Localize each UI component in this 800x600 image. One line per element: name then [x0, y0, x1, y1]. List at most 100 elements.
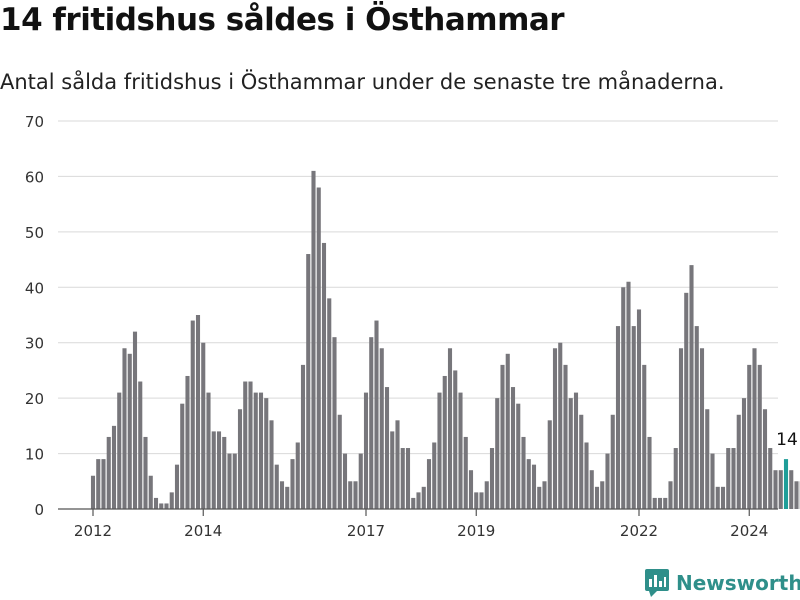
bar — [405, 448, 411, 509]
bar — [243, 381, 248, 509]
bar — [232, 453, 237, 509]
bar — [437, 392, 442, 509]
bar — [657, 497, 663, 509]
bar — [663, 497, 668, 509]
y-tick-label: 50 — [25, 224, 44, 242]
bar — [537, 486, 542, 509]
bar — [332, 337, 337, 509]
bar — [521, 436, 526, 509]
bar — [321, 242, 327, 509]
bar — [757, 364, 762, 509]
bar — [568, 398, 573, 509]
bar — [673, 448, 678, 509]
bar — [174, 464, 180, 509]
bar — [395, 420, 400, 509]
bar — [762, 409, 768, 509]
bar-highlight — [783, 459, 789, 509]
bar — [159, 503, 164, 509]
bar — [122, 348, 127, 509]
bar — [474, 492, 479, 509]
bar — [631, 326, 636, 509]
bar — [216, 431, 222, 509]
y-tick-label: 70 — [25, 113, 44, 131]
bar — [621, 287, 626, 509]
bar — [90, 475, 96, 509]
bar — [300, 364, 306, 509]
bar — [400, 448, 405, 509]
y-tick-label: 60 — [25, 168, 44, 186]
bar — [132, 331, 138, 509]
y-tick-label: 0 — [34, 501, 44, 519]
bar — [652, 497, 657, 509]
bar — [720, 486, 726, 509]
bar-chart: 0 10 20 30 40 50 60 70 2012 2014 2017 2019 2022 2024 1… — [25, 113, 800, 540]
bar — [374, 320, 379, 509]
bar — [106, 436, 111, 509]
bar — [610, 414, 615, 509]
bar — [531, 464, 537, 509]
bar — [348, 481, 353, 509]
bar — [363, 392, 369, 509]
x-tick-label: 2014 — [184, 522, 222, 540]
bar — [96, 459, 101, 509]
bar — [778, 470, 783, 509]
bar — [274, 464, 279, 509]
bar — [180, 403, 185, 509]
bar — [442, 375, 447, 509]
bar — [710, 453, 715, 509]
bar — [547, 420, 552, 509]
bar — [642, 364, 647, 509]
x-tick-label: 2024 — [730, 522, 768, 540]
bar — [295, 442, 300, 509]
bar — [558, 342, 563, 509]
bar — [563, 364, 568, 509]
bar — [589, 470, 594, 509]
y-tick-label: 10 — [25, 446, 44, 464]
data-label-highlight: 14 — [776, 430, 798, 450]
bar — [636, 309, 642, 509]
bar — [237, 409, 243, 509]
bar — [384, 387, 390, 509]
bar — [573, 392, 579, 509]
bar — [390, 431, 395, 509]
bar — [752, 348, 757, 509]
bar — [201, 342, 206, 509]
y-tick-label: 20 — [25, 390, 44, 408]
bar — [169, 492, 174, 509]
bar — [584, 442, 589, 509]
bar — [484, 481, 489, 509]
bar — [164, 503, 169, 509]
bar — [726, 448, 731, 509]
bar — [453, 370, 458, 509]
bar — [689, 265, 694, 509]
bar — [705, 409, 710, 509]
bar — [416, 492, 421, 509]
bar — [789, 470, 794, 509]
bar — [605, 453, 610, 509]
bar — [253, 392, 258, 509]
bar — [768, 448, 773, 509]
bar — [542, 481, 547, 509]
bar — [285, 486, 290, 509]
bar — [206, 392, 211, 509]
bar — [626, 281, 631, 509]
bar — [369, 337, 374, 509]
bar — [731, 448, 736, 509]
bar — [195, 315, 201, 509]
bar — [153, 497, 159, 509]
bar — [694, 326, 699, 509]
bar — [458, 392, 463, 509]
newsworthy-logo-text: Newsworthy — [676, 571, 800, 595]
bar — [421, 486, 426, 509]
bar — [594, 486, 600, 509]
bar — [227, 453, 232, 509]
bar — [138, 381, 143, 509]
bar — [316, 187, 321, 509]
bar — [353, 481, 358, 509]
x-tick-label: 2022 — [620, 522, 658, 540]
x-tick-label: 2019 — [457, 522, 495, 540]
bar — [117, 392, 122, 509]
bar — [101, 459, 106, 509]
newsworthy-logo: Newsworthy — [644, 568, 800, 598]
bar — [258, 392, 264, 509]
